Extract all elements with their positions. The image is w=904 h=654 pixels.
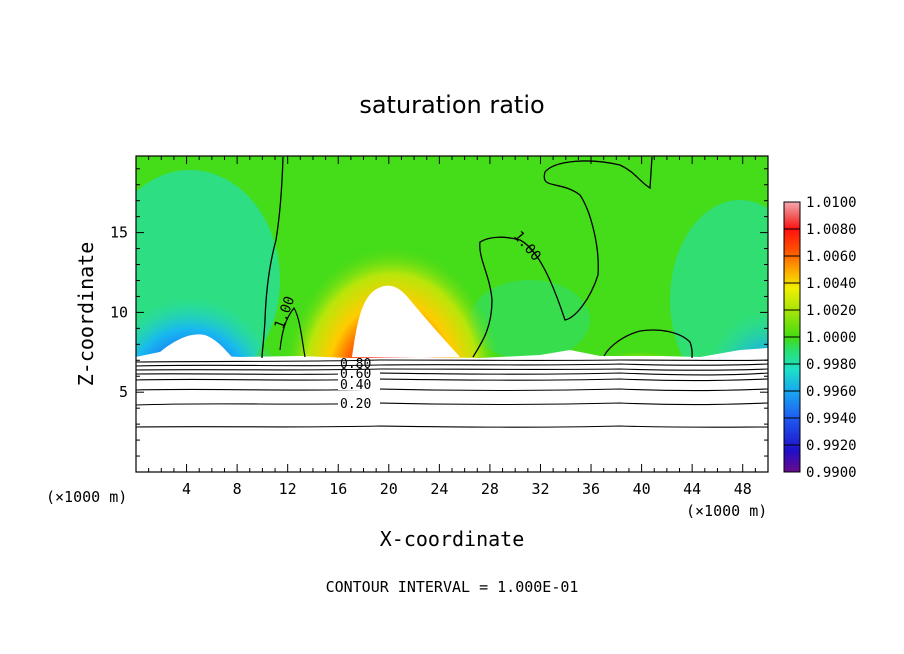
x-tick-label: 8 <box>233 480 242 498</box>
x-tick-label: 12 <box>279 480 297 498</box>
contour-interval-note: CONTOUR INTERVAL = 1.000E-01 <box>326 578 579 596</box>
x-tick-label: 24 <box>430 480 448 498</box>
contour-line-surface-1 <box>136 359 768 363</box>
colorbar-ticks: 1.0100 1.0080 1.0060 1.0040 1.0020 1.0000 0.99… <box>784 195 857 481</box>
contour-label-0p20: 0.20 <box>340 397 371 412</box>
chart-title: saturation ratio <box>359 91 544 119</box>
colorbar-tick-label: 1.0060 <box>806 249 857 265</box>
x-tick-label: 32 <box>531 480 549 498</box>
contour-line-surface-3 <box>136 368 768 371</box>
x-axis: 4 8 12 16 20 24 28 32 36 40 44 48 <box>148 156 756 498</box>
x-tick-label: 44 <box>683 480 701 498</box>
contour-line-surface-6 <box>136 388 768 392</box>
colorbar-tick-label: 1.0000 <box>806 330 857 346</box>
x-tick-label: 16 <box>329 480 347 498</box>
y-tick-label: 10 <box>110 303 128 321</box>
plot-field: 1.00 1.00 0.80 0.60 0.40 0.20 <box>136 156 768 472</box>
y-tick-label: 5 <box>119 383 128 401</box>
colorbar-tick-label: 1.0100 <box>806 195 857 211</box>
contour-line-1p00-mid <box>472 156 653 358</box>
z-unit-label: (×1000 m) <box>46 488 127 506</box>
contour-line-1p00-low <box>603 329 693 359</box>
x-tick-label: 4 <box>182 480 191 498</box>
white-region-arch <box>352 285 460 357</box>
contour-line-surface-7 <box>136 402 768 406</box>
contour-line-1p00-inner <box>279 306 306 358</box>
x-tick-label: 36 <box>582 480 600 498</box>
x-tick-label: 28 <box>481 480 499 498</box>
colorbar-tick-label: 1.0040 <box>806 276 857 292</box>
surface-region <box>136 348 768 472</box>
colorbar-tick-label: 0.9980 <box>806 357 857 373</box>
y-axis-label: Z-coordinate <box>74 242 98 387</box>
colorbar-tick-label: 0.9960 <box>806 384 857 400</box>
x-tick-label: 40 <box>633 480 651 498</box>
contour-line-1p00-left <box>261 156 284 359</box>
x-unit-label: (×1000 m) <box>686 502 767 520</box>
x-tick-label: 48 <box>734 480 752 498</box>
contour-label-0p80: 0.80 <box>340 357 371 372</box>
colorbar-tick-label: 0.9900 <box>806 465 857 481</box>
contour-label-0p40: 0.40 <box>340 378 371 393</box>
x-axis-label: X-coordinate <box>380 527 525 551</box>
colorbar: 1.0100 1.0080 1.0060 1.0040 1.0020 1.0000 0.99… <box>783 195 857 481</box>
colorbar-tick-label: 0.9920 <box>806 438 857 454</box>
x-tick-label: 20 <box>380 480 398 498</box>
colorbar-tick-label: 0.9940 <box>806 411 857 427</box>
y-axis: 5 10 15 <box>110 168 768 457</box>
contour-line-surface-5 <box>136 378 768 382</box>
colorbar-tick-label: 1.0080 <box>806 222 857 238</box>
colorbar-tick-label: 1.0020 <box>806 303 857 319</box>
contour-line-surface-2 <box>136 363 768 367</box>
contour-line-surface-4 <box>136 372 768 376</box>
white-region-left <box>136 334 232 357</box>
y-tick-label: 15 <box>110 224 128 242</box>
contour-line-surface-8 <box>136 425 768 428</box>
